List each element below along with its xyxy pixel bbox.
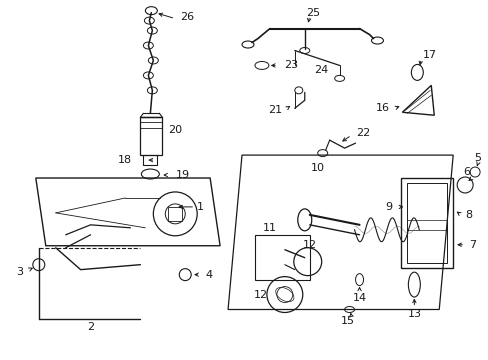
- Bar: [143, 155, 157, 165]
- Text: 19: 19: [176, 170, 190, 180]
- Text: 11: 11: [263, 223, 276, 233]
- Text: 10: 10: [310, 163, 324, 173]
- Text: 22: 22: [356, 128, 370, 138]
- Text: 5: 5: [474, 153, 481, 163]
- Text: 20: 20: [168, 125, 182, 135]
- Text: 18: 18: [118, 155, 132, 165]
- Text: 21: 21: [267, 105, 281, 115]
- Text: 14: 14: [352, 293, 366, 302]
- Text: 8: 8: [464, 210, 471, 220]
- Text: 2: 2: [87, 323, 94, 332]
- Text: 16: 16: [375, 103, 388, 113]
- Text: 26: 26: [180, 12, 194, 22]
- Text: 9: 9: [385, 202, 392, 212]
- Text: 15: 15: [340, 316, 354, 327]
- Bar: [407, 183, 447, 263]
- Bar: [254, 235, 309, 280]
- Text: 3: 3: [16, 267, 23, 276]
- Text: 7: 7: [468, 240, 475, 250]
- Text: 23: 23: [283, 60, 297, 71]
- Text: 12: 12: [302, 240, 316, 250]
- Text: 17: 17: [423, 50, 437, 60]
- Text: 6: 6: [463, 167, 469, 177]
- Text: 1: 1: [196, 202, 203, 212]
- Text: 13: 13: [407, 310, 421, 319]
- Text: 12: 12: [253, 289, 267, 300]
- Text: 25: 25: [305, 8, 319, 18]
- Bar: [401, 178, 452, 268]
- Bar: [168, 207, 182, 221]
- Text: 4: 4: [205, 270, 212, 280]
- Bar: [140, 117, 162, 155]
- Text: 24: 24: [314, 66, 328, 76]
